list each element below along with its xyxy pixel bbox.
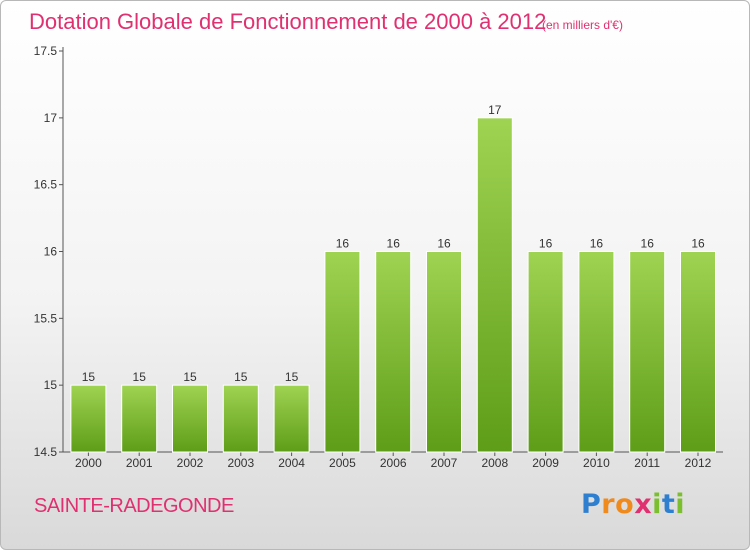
x-tick-label: 2012 [685,456,712,470]
x-axis: 2000 2001 2002 2003 2004 2005 2006 2007 2008 2009… [63,451,723,470]
x-tick-label: 2010 [583,456,610,470]
data-labels: 15 15 15 15 15 16 16 16 17 16 16 16 16 [82,103,705,384]
x-tick-label: 2003 [227,456,254,470]
y-tick-label: 17 [44,111,58,125]
y-tick-label: 17.5 [34,44,58,58]
x-tick-label: 2007 [431,456,458,470]
x-tick-label: 2006 [380,456,407,470]
brand-letter: r [601,489,616,520]
brand-letter: i [652,489,662,520]
bars [70,117,716,453]
bar-value-label: 16 [641,237,655,251]
bar [324,251,361,453]
bar [476,117,513,453]
bar-value-label: 16 [539,237,553,251]
brand-letter: P [581,489,602,520]
bar-value-label: 16 [437,237,451,251]
bar-value-label: 16 [387,237,401,251]
bar-value-label: 15 [133,370,147,384]
bar-value-label: 15 [183,370,197,384]
x-tick-label: 2011 [634,456,660,470]
x-tick-label: 2009 [532,456,559,470]
x-tick-label: 2002 [177,456,204,470]
x-tick-label: 2008 [481,456,508,470]
bar [578,251,615,453]
bar [680,251,716,453]
y-tick-label: 16.5 [34,178,58,192]
x-tick-label: 2004 [278,456,305,470]
bar [273,384,310,453]
bar [426,251,462,453]
bar [222,384,259,453]
brand-logo[interactable]: Proxiti [581,489,685,520]
bar-value-label: 16 [590,237,604,251]
place-name: SAINTE-RADEGONDE [34,495,234,517]
y-axis: 14.5 15 15.5 16 16.5 17 17.5 [34,44,64,459]
bar [527,251,564,453]
bar [629,251,666,453]
brand-letter: t [661,489,676,520]
x-tick-label: 2005 [329,456,356,470]
bar-value-label: 16 [691,237,705,251]
y-tick-label: 16 [44,245,58,259]
bar [121,384,158,453]
bar-value-label: 17 [488,103,502,117]
y-tick-label: 15.5 [34,311,58,325]
bar-value-label: 16 [336,237,350,251]
brand-letter: x [634,489,653,520]
chart-unit-note: (en milliers d'€) [542,18,623,32]
bar-value-label: 15 [82,370,96,384]
x-tick-label: 2000 [75,456,102,470]
bar [70,384,107,453]
bar-value-label: 15 [285,370,299,384]
y-tick-label: 15 [44,378,58,392]
brand-letter: i [675,489,686,520]
x-tick-label: 2001 [126,456,153,470]
bar [172,384,208,453]
bar-value-label: 15 [234,370,248,384]
y-tick-label: 14.5 [34,445,58,459]
bar [375,251,412,453]
chart-title: Dotation Globale de Fonctionnement de 20… [29,9,547,34]
brand-letter: o [615,489,635,520]
